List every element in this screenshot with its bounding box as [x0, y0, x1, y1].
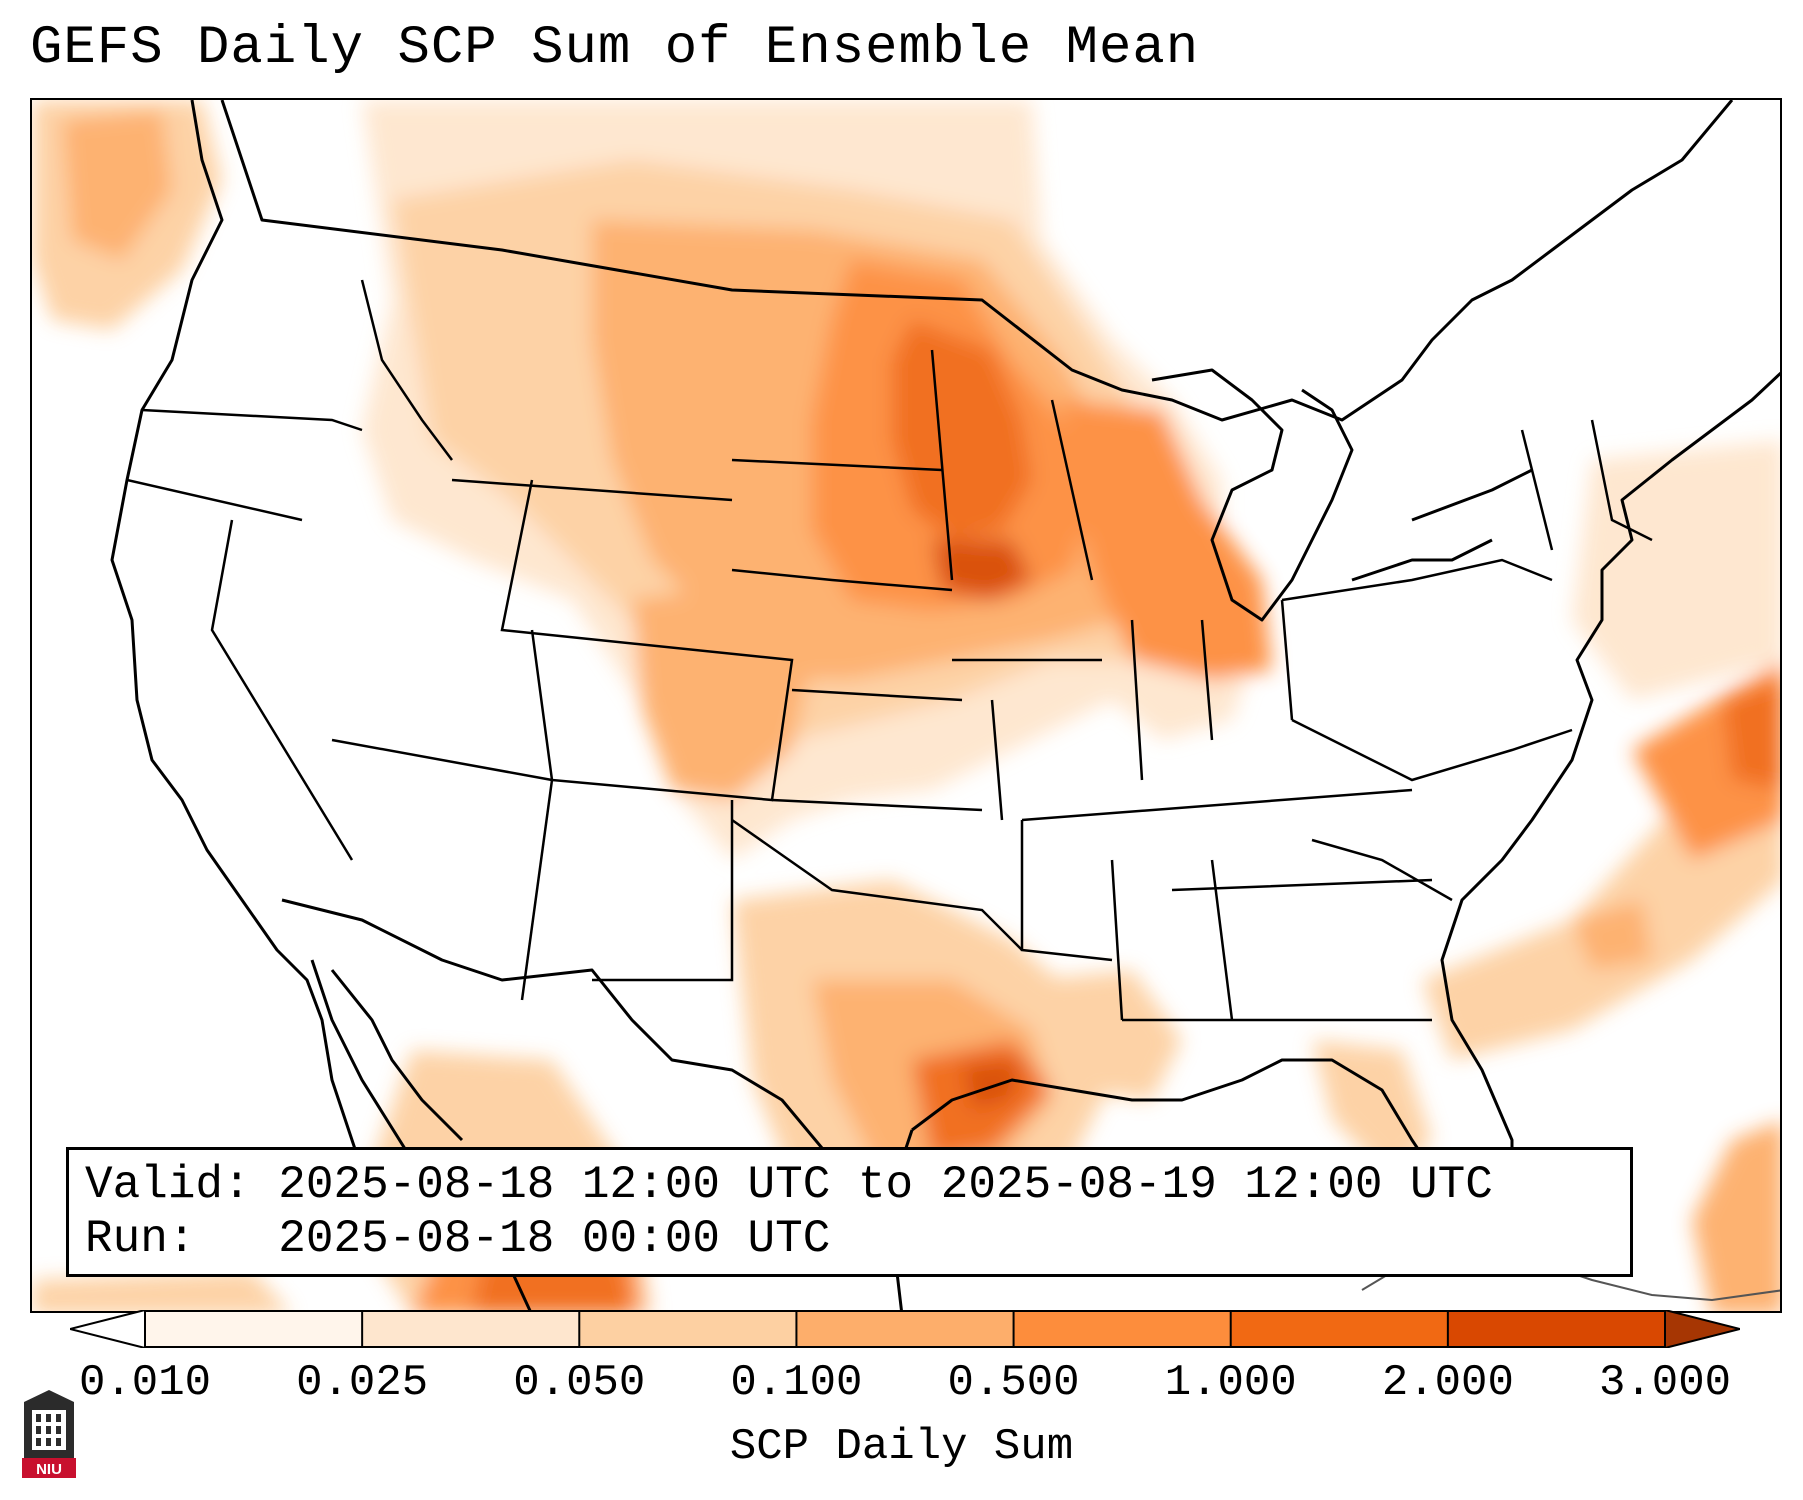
colorbar-segment — [1230, 1310, 1449, 1348]
field-dakota-minnesota-core — [892, 320, 1032, 540]
boundary-il-in — [1130, 619, 1214, 781]
run-value: 2025-08-18 00:00 UTC — [278, 1213, 831, 1265]
boundary-nv — [210, 519, 354, 861]
boundary-ks-ok — [771, 798, 983, 812]
field-wisconsin-illinois — [1062, 400, 1272, 680]
boundary-co — [500, 479, 794, 802]
valid-value: 2025-08-18 12:00 UTC to 2025-08-19 12:00… — [278, 1159, 1493, 1211]
colorbar-tick-label: 0.500 — [947, 1358, 1080, 1408]
colorbar-segment — [796, 1310, 1015, 1348]
niu-logo-icon: NIU — [22, 1390, 76, 1478]
boundary-va-wv — [1291, 718, 1573, 782]
boundary-id-mt — [360, 279, 453, 461]
scp-field — [32, 100, 1780, 1311]
great-lakes — [1151, 368, 1533, 622]
gulf-of-california — [330, 969, 464, 1142]
colorbar-tick-label: 0.100 — [730, 1358, 863, 1408]
boundary-mn-wi — [930, 349, 1094, 581]
boundary-ms-al — [1110, 859, 1234, 1021]
run-label: Run: — [85, 1213, 196, 1265]
boundary-ne-ks — [791, 688, 963, 702]
colorbar-extend-min — [70, 1310, 146, 1348]
boundary-or-ca — [126, 478, 303, 522]
boundary-ia-mo — [952, 658, 1102, 821]
boundary-mt-wy — [451, 478, 733, 502]
field-colorado — [632, 580, 812, 800]
boundary-ut-az — [331, 738, 553, 782]
boundary-nd-sd — [731, 458, 943, 472]
map-canvas — [32, 100, 1780, 1311]
colorbar-segment — [362, 1310, 580, 1348]
svg-text:NIU: NIU — [36, 1461, 62, 1478]
boundary-ny-new-england — [1520, 419, 1653, 551]
colorbar-segment — [1447, 1310, 1666, 1348]
colorbar-tick-label: 0.025 — [296, 1358, 429, 1408]
boundary-tn-ky — [1021, 788, 1413, 822]
pacific-coast — [110, 100, 394, 1251]
boundary-nm-tx — [592, 800, 734, 982]
map-title: GEFS Daily SCP Sum of Ensemble Mean — [30, 18, 1200, 79]
colorbar-tick-label: 2.000 — [1381, 1358, 1514, 1408]
boundary-sd-ne — [731, 568, 953, 592]
boundary-oh-pa — [1280, 558, 1553, 721]
boundary-ok-tx — [731, 818, 1023, 951]
colorbar-label: SCP Daily Sum — [729, 1422, 1074, 1472]
colorbar-extend-max — [1664, 1310, 1740, 1348]
us-canada-border — [220, 100, 1734, 422]
colorbar-segment — [145, 1310, 363, 1348]
colorbar — [70, 1310, 1740, 1348]
boundary-wa-or — [141, 408, 363, 432]
colorbar-segment — [1013, 1310, 1232, 1348]
map-panel — [30, 98, 1782, 1313]
field-atlantic-band — [1422, 665, 1780, 1060]
colorbar-tick-label: 0.050 — [513, 1358, 646, 1408]
valid-label: Valid: — [85, 1159, 251, 1211]
boundary-ar-la — [1020, 820, 1113, 962]
boundary-nc-sc — [1171, 838, 1453, 902]
boundary-az-nm — [520, 779, 554, 1001]
colorbar-segment — [579, 1310, 797, 1348]
colorbar-tick-label: 3.000 — [1598, 1358, 1732, 1408]
validity-info-box: Valid: 2025-08-18 12:00 UTC to 2025-08-1… — [66, 1147, 1633, 1277]
state-boundaries — [126, 279, 1653, 1022]
colorbar-tick-label: 0.010 — [78, 1358, 212, 1408]
colorbar-tick-label: 1.000 — [1164, 1358, 1297, 1408]
